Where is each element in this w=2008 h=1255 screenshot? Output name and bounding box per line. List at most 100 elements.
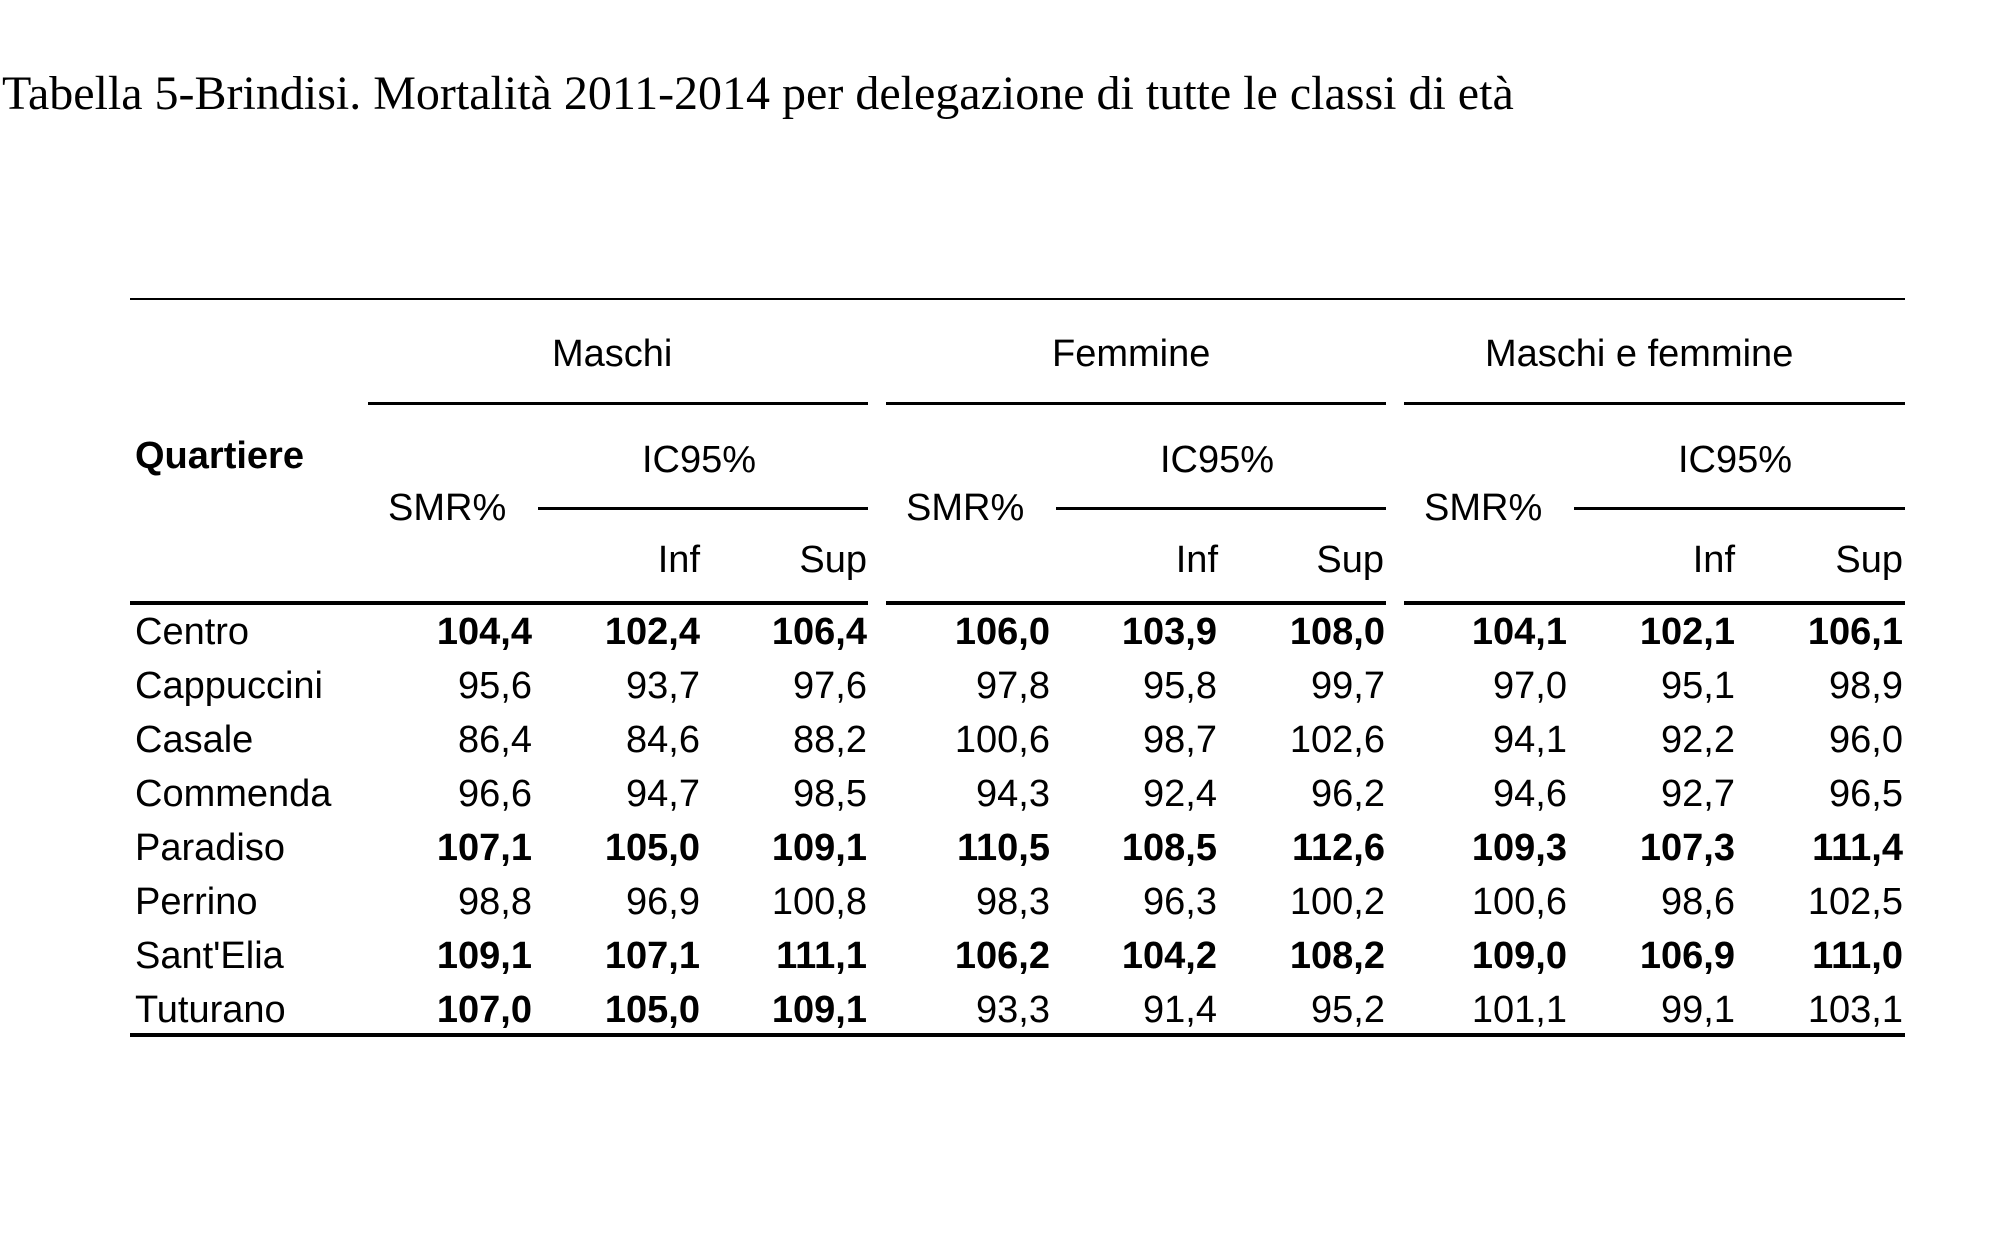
table-cell: 94,3: [976, 773, 1050, 815]
table-cell: 96,2: [1311, 773, 1385, 815]
table-cell: 100,8: [771, 881, 867, 923]
ci-header-femmine: IC95%: [1160, 439, 1275, 481]
table-cell: 103,1: [1807, 989, 1903, 1031]
table-cell: 96,5: [1829, 773, 1903, 815]
inf-header-femmine: Inf: [1175, 539, 1218, 581]
table-cell: 98,9: [1829, 665, 1903, 707]
mortality-table: Maschi Femmine Maschi e femmine Quartier…: [130, 0, 1905, 1255]
table-cell: 97,6: [793, 665, 867, 707]
table-cell: 88,2: [793, 719, 867, 761]
ci-rule-maschi: [538, 507, 868, 510]
ci-rule-femmine: [1056, 507, 1386, 510]
table-cell: 105,0: [604, 827, 700, 869]
table-cell: 109,1: [771, 989, 867, 1031]
table-cell: 109,1: [436, 935, 532, 977]
table-cell: 94,6: [1493, 773, 1567, 815]
table-caption: Tabella 5-Brindisi. Mortalità 2011-2014 …: [2, 67, 1514, 120]
table-cell: 108,5: [1121, 827, 1217, 869]
row-label: Cappuccini: [135, 665, 323, 707]
sup-header-maschi-e-femmine: Sup: [1835, 539, 1903, 581]
table-cell: 98,5: [793, 773, 867, 815]
row-label: Commenda: [135, 773, 332, 815]
table-cell: 104,1: [1471, 611, 1567, 653]
table-cell: 95,8: [1143, 665, 1217, 707]
table-cell: 95,6: [458, 665, 532, 707]
table-cell: 98,7: [1143, 719, 1217, 761]
top-rule: [130, 298, 1905, 300]
group-header-maschi-e-femmine: Maschi e femmine: [1485, 333, 1794, 375]
sup-header-femmine: Sup: [1316, 539, 1384, 581]
table-cell: 106,4: [771, 611, 867, 653]
table-cell: 84,6: [626, 719, 700, 761]
table-cell: 106,0: [954, 611, 1050, 653]
ci-rule-maschi-e-femmine: [1574, 507, 1905, 510]
row-label: Perrino: [135, 881, 258, 923]
smr-header-maschi-e-femmine: SMR%: [1424, 487, 1543, 529]
table-cell: 96,3: [1143, 881, 1217, 923]
table-cell: 104,2: [1121, 935, 1217, 977]
table-cell: 97,0: [1493, 665, 1567, 707]
group-header-maschi: Maschi: [552, 333, 673, 375]
table-cell: 92,2: [1661, 719, 1735, 761]
table-cell: 111,0: [1812, 935, 1903, 977]
table-cell: 92,7: [1661, 773, 1735, 815]
table-cell: 99,7: [1311, 665, 1385, 707]
table-cell: 100,6: [1471, 881, 1567, 923]
row-label: Paradiso: [135, 827, 285, 869]
table-cell: 108,2: [1289, 935, 1385, 977]
table-cell: 95,2: [1311, 989, 1385, 1031]
table-cell: 96,6: [458, 773, 532, 815]
header-bottom-rule-3: [1404, 601, 1905, 605]
header-bottom-rule-2: [886, 601, 1386, 605]
table-cell: 98,3: [976, 881, 1050, 923]
table-cell: 109,0: [1471, 935, 1567, 977]
table-cell: 92,4: [1143, 773, 1217, 815]
table-cell: 111,4: [1812, 827, 1903, 869]
inf-header-maschi-e-femmine: Inf: [1692, 539, 1735, 581]
table-cell: 98,6: [1661, 881, 1735, 923]
table-cell: 101,1: [1471, 989, 1567, 1031]
smr-header-femmine: SMR%: [906, 487, 1025, 529]
table-cell: 103,9: [1121, 611, 1217, 653]
table-cell: 95,1: [1661, 665, 1735, 707]
group-rule-femmine: [886, 402, 1386, 405]
table-cell: 106,2: [954, 935, 1050, 977]
table-cell: 97,8: [976, 665, 1050, 707]
table-cell: 94,7: [626, 773, 700, 815]
table-cell: 106,1: [1807, 611, 1903, 653]
table-cell: 110,5: [957, 827, 1050, 869]
table-cell: 105,0: [604, 989, 700, 1031]
table-cell: 96,9: [626, 881, 700, 923]
row-label: Casale: [135, 719, 254, 761]
table-cell: 102,1: [1639, 611, 1735, 653]
table-cell: 91,4: [1143, 989, 1217, 1031]
table-cell: 109,1: [771, 827, 867, 869]
row-label: Sant'Elia: [135, 935, 284, 977]
table-cell: 104,4: [436, 611, 532, 653]
table-cell: 107,1: [436, 827, 532, 869]
table-cell: 86,4: [458, 719, 532, 761]
header-bottom-rule-1: [130, 601, 868, 605]
group-rule-maschi: [368, 402, 868, 405]
table-cell: 107,0: [436, 989, 532, 1031]
table-cell: 94,1: [1493, 719, 1567, 761]
table-cell: 102,5: [1807, 881, 1903, 923]
ci-header-maschi-e-femmine: IC95%: [1678, 439, 1793, 481]
table-cell: 108,0: [1289, 611, 1385, 653]
group-header-femmine: Femmine: [1052, 333, 1211, 375]
table-cell: 100,2: [1289, 881, 1385, 923]
row-label: Tuturano: [135, 989, 286, 1031]
ci-header-maschi: IC95%: [642, 439, 757, 481]
table-cell: 102,4: [604, 611, 700, 653]
table-cell: 93,3: [976, 989, 1050, 1031]
table-cell: 112,6: [1292, 827, 1385, 869]
sup-header-maschi: Sup: [799, 539, 867, 581]
table-cell: 93,7: [626, 665, 700, 707]
group-rule-maschi-e-femmine: [1404, 402, 1905, 405]
table-cell: 102,6: [1289, 719, 1385, 761]
table-cell: 100,6: [954, 719, 1050, 761]
bottom-rule: [130, 1033, 1905, 1037]
table-cell: 107,3: [1639, 827, 1735, 869]
row-label-header: Quartiere: [135, 435, 304, 477]
smr-header-maschi: SMR%: [388, 487, 507, 529]
